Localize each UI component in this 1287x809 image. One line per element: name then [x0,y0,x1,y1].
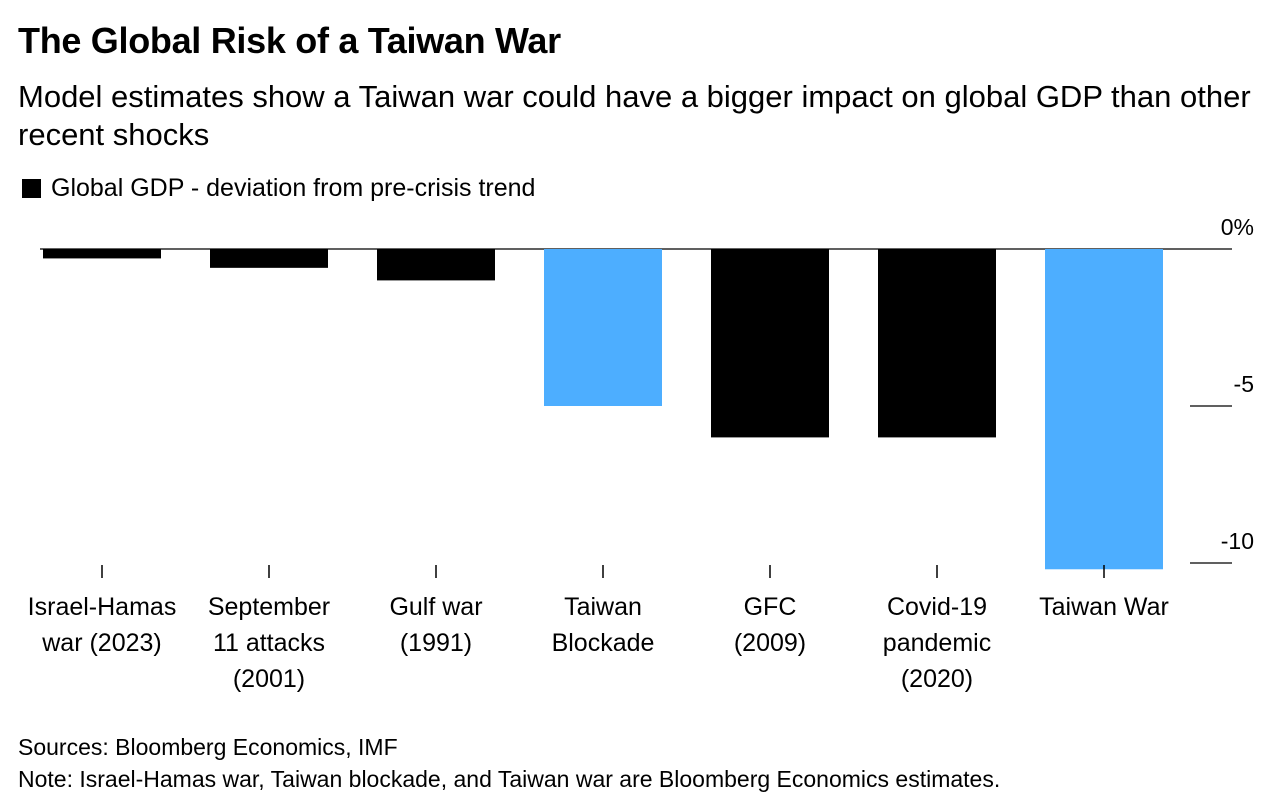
legend-swatch [22,179,41,198]
y-tick-label: -5 [1234,371,1254,397]
x-tick-label: Taiwan War [1039,593,1169,621]
x-tick-label: Israel-Hamas war (2023) [28,593,177,657]
y-tick-label: 0% [1221,214,1254,240]
bar [43,249,161,259]
bar [878,249,996,438]
legend: Global GDP - deviation from pre-crisis t… [22,174,535,203]
chart-title: The Global Risk of a Taiwan War [18,20,561,61]
x-tick-label: Gulf war (1991) [389,593,482,657]
bar-chart: 0% -5 -10 Israel-Hamas war (2023) September 11… [28,214,1254,693]
chart-subtitle: Model estimates show a Taiwan war could … [18,79,1251,152]
bar [377,249,495,281]
bar [210,249,328,268]
x-tick-label: Covid-19 pandemic (2020) [883,593,991,693]
estimates-note: Note: Israel-Hamas war, Taiwan blockade,… [18,766,1001,792]
sources-note: Sources: Bloomberg Economics, IMF [18,734,398,760]
bar [711,249,829,438]
bar [544,249,662,406]
x-tick-label: September 11 attacks (2001) [208,593,330,693]
x-tick-label: Taiwan Blockade [552,593,655,657]
y-tick-label: -10 [1221,528,1254,554]
bar [1045,249,1163,570]
x-tick-label: GFC (2009) [734,593,806,657]
legend-label: Global GDP - deviation from pre-crisis t… [51,174,536,202]
